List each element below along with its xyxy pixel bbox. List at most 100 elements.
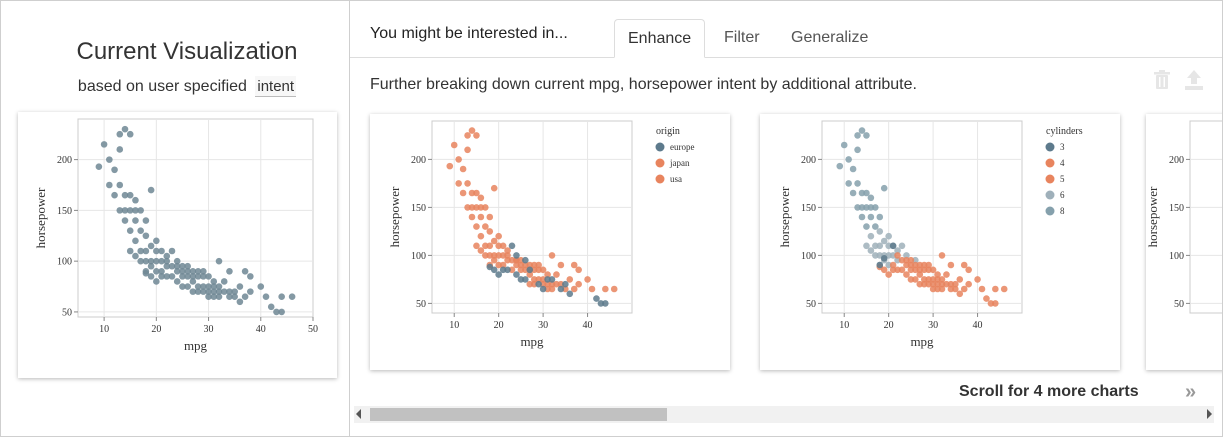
- horizontal-scrollbar[interactable]: [354, 406, 1214, 423]
- scatter-point: [867, 232, 875, 240]
- scatter-point: [241, 293, 249, 300]
- y-tick-label: 150: [1169, 203, 1184, 214]
- y-axis-label: horsepower: [777, 186, 792, 247]
- scatter-point: [210, 283, 218, 290]
- legend-title: origin: [656, 126, 680, 137]
- scatter-point: [215, 293, 223, 300]
- scatter-point: [495, 232, 502, 240]
- scatter-point: [872, 223, 879, 230]
- scatter-point: [854, 132, 861, 139]
- tab-generalize[interactable]: Generalize: [791, 29, 869, 46]
- scatter-point: [947, 261, 955, 269]
- scatter-point: [858, 127, 866, 134]
- scroll-left-arrow-icon[interactable]: [356, 409, 361, 419]
- scatter-point: [849, 165, 857, 173]
- scatter-point: [132, 252, 139, 260]
- scatter-point: [965, 280, 972, 288]
- recommendation-card-cylinders[interactable]: 10 20 30 40 50 100 150 200 mpg horsepower cylinder…: [760, 114, 1120, 370]
- scatter-point: [473, 189, 480, 197]
- current-scatter-chart: 10 20 30 40 50 50 100 150 200 mpg horsepower: [33, 118, 318, 353]
- scatter-point: [111, 191, 118, 199]
- recommendation-description: Further breaking down current mpg, horse…: [370, 76, 917, 93]
- y-tick-label: 200: [411, 155, 426, 166]
- scatter-point: [267, 303, 275, 311]
- scatter-point: [137, 247, 144, 255]
- scatter-point: [247, 273, 254, 280]
- scatter-point: [231, 288, 238, 295]
- scatter-point: [121, 217, 129, 224]
- scatter-point: [956, 290, 964, 298]
- tab-enhance[interactable]: Enhance: [614, 19, 706, 58]
- y-tick-label: 100: [57, 257, 72, 268]
- scatter-point: [495, 271, 502, 278]
- scatter-point: [867, 213, 875, 221]
- scatter-point: [504, 247, 511, 254]
- scatter-point: [845, 180, 852, 187]
- scatter-point: [153, 237, 160, 245]
- scatter-point: [486, 213, 494, 221]
- origin-scatter-chart: 10 20 30 40 50 100 150 200 mpg horsepower origin eu…: [387, 120, 695, 349]
- scatter-point: [880, 254, 888, 262]
- scatter-point: [142, 232, 150, 240]
- scrollbar-thumb[interactable]: [370, 408, 667, 421]
- scatter-point: [965, 266, 972, 274]
- scatter-point: [880, 184, 888, 192]
- y-axis-label: horsepower: [387, 186, 402, 247]
- scatter-point: [200, 268, 207, 275]
- scatter-point: [486, 242, 494, 250]
- y-tick-label: 150: [801, 203, 816, 214]
- legend-swatch: [655, 142, 665, 152]
- recommendation-card-partial[interactable]: 50 100 150 200 horsepower: [1146, 114, 1222, 370]
- scatter-point: [158, 273, 165, 280]
- scatter-point: [126, 227, 134, 234]
- scatter-point: [584, 276, 591, 283]
- scatter-point: [836, 162, 844, 170]
- current-visualization-card[interactable]: 10 20 30 40 50 50 100 150 200 mpg horsepower: [18, 112, 337, 378]
- scatter-point: [106, 156, 113, 163]
- y-tick-label: 200: [1169, 155, 1184, 166]
- scatter-point: [288, 293, 296, 300]
- scatter-point: [446, 162, 454, 170]
- double-chevron-right-icon[interactable]: »: [1185, 381, 1196, 403]
- current-visualization-title: Current Visualization: [76, 38, 298, 65]
- scatter-point: [455, 156, 462, 163]
- scatter-point: [278, 293, 285, 300]
- scatter-point: [226, 293, 233, 300]
- scatter-point: [215, 283, 223, 290]
- intent-chip[interactable]: intent: [255, 76, 297, 97]
- scatter-point: [273, 308, 280, 316]
- scatter-point: [526, 271, 534, 278]
- y-tick-label: 150: [57, 206, 72, 217]
- scroll-right-arrow-icon[interactable]: [1207, 409, 1212, 419]
- scatter-point: [548, 252, 556, 259]
- scatter-point: [867, 247, 875, 254]
- tab-filter[interactable]: Filter: [724, 29, 760, 46]
- scatter-point: [548, 276, 556, 283]
- scatter-point: [992, 285, 999, 293]
- scatter-point: [593, 295, 600, 302]
- scatter-point: [121, 207, 129, 214]
- x-tick-label: 10: [99, 324, 109, 335]
- scatter-point: [142, 270, 150, 277]
- chart-current: 10 20 30 40 50 50 100 150 200 mpg horsepower: [33, 118, 318, 353]
- recommendation-card-origin[interactable]: 10 20 30 40 50 100 150 200 mpg horsepower origin eu…: [370, 114, 730, 370]
- scatter-point: [153, 278, 160, 285]
- scatter-point: [189, 288, 197, 295]
- scatter-point: [116, 181, 124, 189]
- scatter-point: [153, 268, 160, 275]
- scatter-point: [978, 285, 986, 293]
- scatter-point: [200, 288, 207, 295]
- y-tick-label: 200: [57, 155, 72, 166]
- scatter-point: [938, 276, 946, 283]
- x-tick-label: 40: [256, 324, 266, 335]
- plot-frame: [1189, 120, 1222, 314]
- scatter-point: [602, 285, 609, 293]
- scatter-point: [184, 262, 191, 270]
- cylinders-scatter-chart: 10 20 30 40 50 100 150 200 mpg horsepower cylinder…: [777, 120, 1083, 349]
- scatter-point: [960, 261, 968, 269]
- current-visualization-subtitle: based on user specified intent: [1, 76, 373, 97]
- upload-icon[interactable]: [1182, 68, 1206, 92]
- trash-icon[interactable]: [1150, 68, 1174, 92]
- scatter-point: [938, 252, 946, 259]
- scatter-point: [876, 261, 884, 269]
